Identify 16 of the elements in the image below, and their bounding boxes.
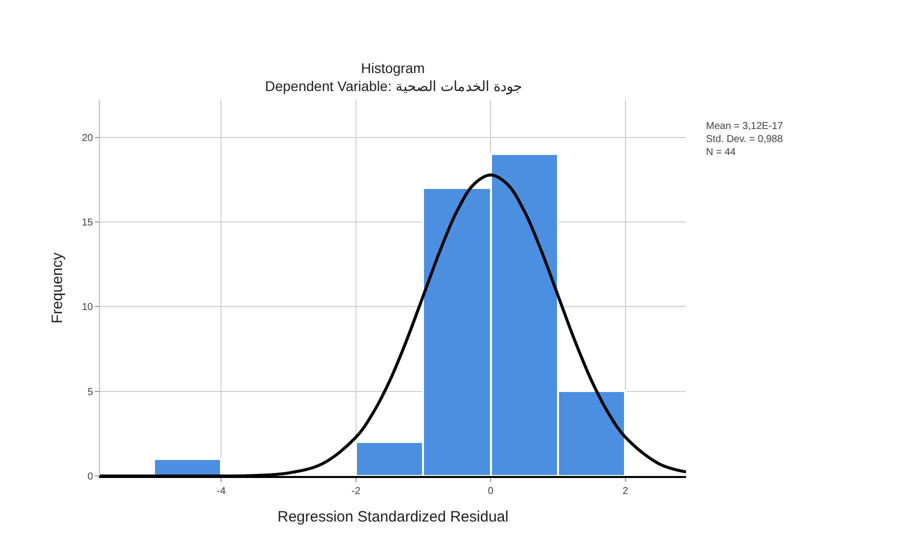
y-tick-label: 10 bbox=[82, 302, 94, 314]
y-tick-label: 20 bbox=[82, 132, 94, 144]
y-tick-label: 15 bbox=[82, 217, 94, 228]
y-axis-title: Frequency bbox=[49, 252, 66, 324]
text: N = 44 bbox=[706, 147, 736, 158]
x-tick-label: -4 bbox=[216, 486, 226, 497]
y-tick-label: 0 bbox=[87, 472, 94, 482]
chart-subtitle: Dependent Variable: جودة الخدمات الصحية bbox=[265, 78, 522, 95]
x-tick-label: 2 bbox=[622, 486, 629, 497]
chart-title: Histogram bbox=[361, 60, 425, 76]
x-axis-title: Regression Standardized Residual bbox=[278, 508, 508, 526]
text: Std. Dev. = 0,988 bbox=[706, 134, 784, 145]
x-tick-label: -2 bbox=[351, 486, 361, 497]
x-tick-label: 0 bbox=[488, 486, 494, 497]
y-tick-label: 5 bbox=[87, 386, 94, 398]
text: Mean = 3,12E-17 bbox=[706, 121, 784, 132]
